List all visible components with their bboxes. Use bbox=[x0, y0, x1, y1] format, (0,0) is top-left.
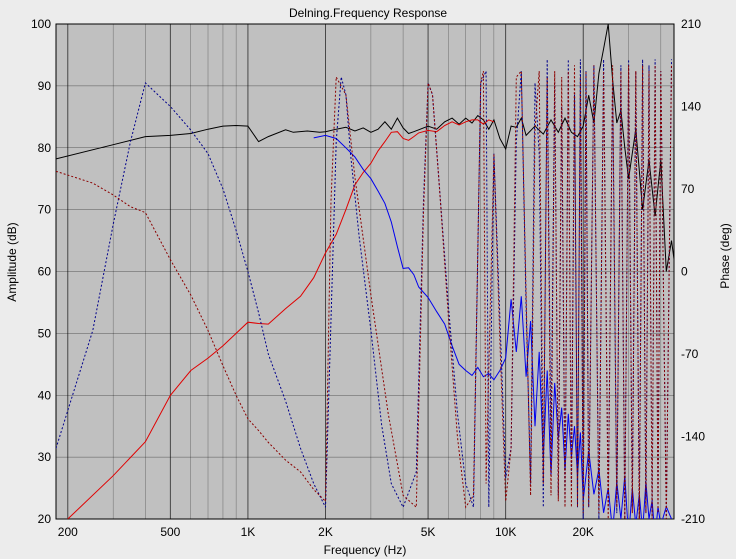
x-tick-label: 2K bbox=[318, 525, 333, 539]
amplitude-series-line-2 bbox=[313, 134, 672, 519]
y2-tick-label: -140 bbox=[681, 430, 705, 444]
x-tick-label: 200 bbox=[58, 525, 78, 539]
y-tick-label: 50 bbox=[38, 326, 52, 340]
y2-tick-label: -70 bbox=[681, 347, 699, 361]
tick-labels: 200 500 1K 2K 5K 10K 20K 20 30 40 50 60 70 80 90 100 210… bbox=[31, 17, 705, 539]
y-tick-label: 80 bbox=[38, 141, 52, 155]
y2-tick-label: -210 bbox=[681, 512, 705, 526]
y2-tick-label: 0 bbox=[681, 265, 688, 279]
x-tick-label: 20K bbox=[573, 525, 594, 539]
x-tick-label: 1K bbox=[241, 525, 256, 539]
y2-tick-label: 210 bbox=[681, 17, 701, 31]
y-tick-label: 20 bbox=[38, 512, 52, 526]
x-axis-label: Frequency (Hz) bbox=[324, 543, 407, 557]
y-tick-label: 60 bbox=[38, 265, 52, 279]
y-axis-label: Amplitude (dB) bbox=[5, 222, 19, 301]
x-tick-label: 10K bbox=[495, 525, 516, 539]
y-tick-label: 100 bbox=[31, 17, 51, 31]
y2-tick-label: 70 bbox=[681, 182, 695, 196]
y-tick-label: 30 bbox=[38, 450, 52, 464]
amplitude-series-line-1 bbox=[67, 119, 495, 519]
y2-tick-label: 140 bbox=[681, 100, 701, 114]
amplitude-series-line-0 bbox=[56, 24, 674, 272]
series-layer bbox=[56, 24, 674, 519]
chart-title: Delning.Frequency Response bbox=[289, 6, 447, 20]
y-tick-label: 40 bbox=[38, 388, 52, 402]
grid-lines bbox=[56, 24, 674, 519]
y-tick-label: 90 bbox=[38, 79, 52, 93]
y2-axis-label: Phase (deg) bbox=[718, 223, 732, 288]
x-tick-label: 500 bbox=[160, 525, 180, 539]
y-tick-label: 70 bbox=[38, 203, 52, 217]
x-tick-label: 5K bbox=[421, 525, 436, 539]
